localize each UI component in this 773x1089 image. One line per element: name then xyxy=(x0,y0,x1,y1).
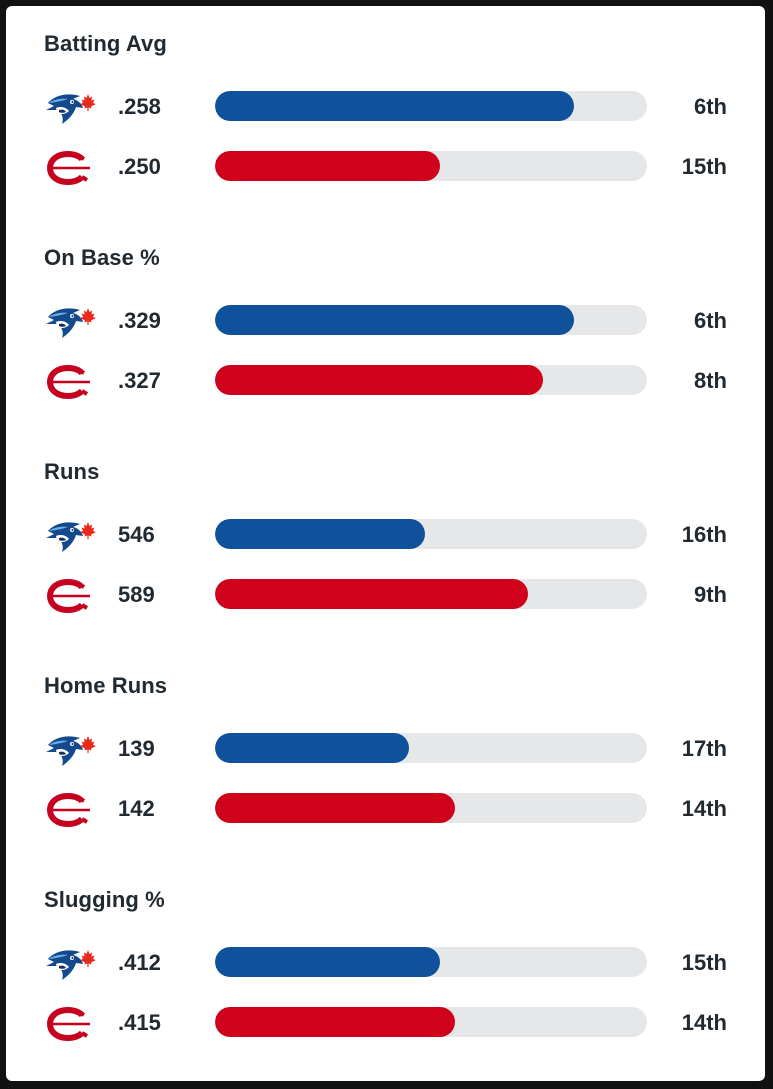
stat-title: Home Runs xyxy=(44,673,168,698)
league-rank: 6th xyxy=(694,94,727,119)
bar-fill xyxy=(215,519,425,549)
bar-track xyxy=(215,579,647,609)
stat-row-blue-jays: .329 6th xyxy=(6,304,765,338)
blue-jays-logo-icon xyxy=(42,304,98,340)
reds-logo-icon xyxy=(42,150,98,186)
stat-row-blue-jays: 139 17th xyxy=(6,732,765,766)
bar-fill xyxy=(215,1007,455,1037)
bar-fill xyxy=(215,305,574,335)
bar-track xyxy=(215,519,647,549)
stat-section: Runs 546 16th 589 9th xyxy=(6,434,765,648)
league-rank: 16th xyxy=(681,522,727,547)
league-rank: 6th xyxy=(694,308,727,333)
bar-track xyxy=(215,151,647,181)
reds-logo-icon xyxy=(42,364,98,400)
stat-title: Batting Avg xyxy=(44,31,167,56)
stat-title: On Base % xyxy=(44,245,160,270)
stat-section: Home Runs 139 17th 142 14th xyxy=(6,648,765,862)
stat-row-reds: .250 15th xyxy=(6,150,765,186)
stat-value: .412 xyxy=(118,950,161,975)
stat-row-reds: 589 9th xyxy=(6,578,765,614)
blue-jays-logo-icon xyxy=(42,946,98,982)
league-rank: 14th xyxy=(681,1010,727,1035)
bar-track xyxy=(215,947,647,977)
bar-track xyxy=(215,365,647,395)
stat-row-blue-jays: .412 15th xyxy=(6,946,765,980)
league-rank: 9th xyxy=(694,582,727,607)
bar-track xyxy=(215,1007,647,1037)
reds-logo-icon xyxy=(42,1006,98,1042)
bar-fill xyxy=(215,947,440,977)
league-rank: 17th xyxy=(681,736,727,761)
stat-value: .327 xyxy=(118,368,161,393)
stat-value: .415 xyxy=(118,1010,161,1035)
bar-fill xyxy=(215,579,529,609)
stat-value: 589 xyxy=(118,582,155,607)
stats-comparison-card: Batting Avg .258 6th .250 15th On Base % .3… xyxy=(6,6,765,1081)
stat-title: Runs xyxy=(44,459,100,484)
stat-title: Slugging % xyxy=(44,887,165,912)
stat-row-blue-jays: 546 16th xyxy=(6,518,765,552)
stat-row-reds: .415 14th xyxy=(6,1006,765,1042)
blue-jays-logo-icon xyxy=(42,90,98,126)
bar-fill xyxy=(215,91,574,121)
league-rank: 15th xyxy=(681,154,727,179)
bar-track xyxy=(215,733,647,763)
stat-value: .258 xyxy=(118,94,161,119)
reds-logo-icon xyxy=(42,578,98,614)
stat-row-blue-jays: .258 6th xyxy=(6,90,765,124)
stat-section: On Base % .329 6th .327 8th xyxy=(6,220,765,434)
bar-track xyxy=(215,91,647,121)
stat-value: 139 xyxy=(118,736,155,761)
bar-fill xyxy=(215,733,410,763)
stat-value: .329 xyxy=(118,308,161,333)
stat-section: Batting Avg .258 6th .250 15th xyxy=(6,6,765,220)
blue-jays-logo-icon xyxy=(42,732,98,768)
stat-row-reds: 142 14th xyxy=(6,792,765,828)
bar-fill xyxy=(215,151,440,181)
bar-track xyxy=(215,305,647,335)
stat-value: .250 xyxy=(118,154,161,179)
league-rank: 14th xyxy=(681,796,727,821)
bar-fill xyxy=(215,365,544,395)
bar-fill xyxy=(215,793,455,823)
league-rank: 8th xyxy=(694,368,727,393)
stat-value: 142 xyxy=(118,796,155,821)
stat-section: Slugging % .412 15th .415 14th xyxy=(6,862,765,1076)
stat-value: 546 xyxy=(118,522,155,547)
bar-track xyxy=(215,793,647,823)
league-rank: 15th xyxy=(681,950,727,975)
blue-jays-logo-icon xyxy=(42,518,98,554)
reds-logo-icon xyxy=(42,792,98,828)
stat-row-reds: .327 8th xyxy=(6,364,765,400)
